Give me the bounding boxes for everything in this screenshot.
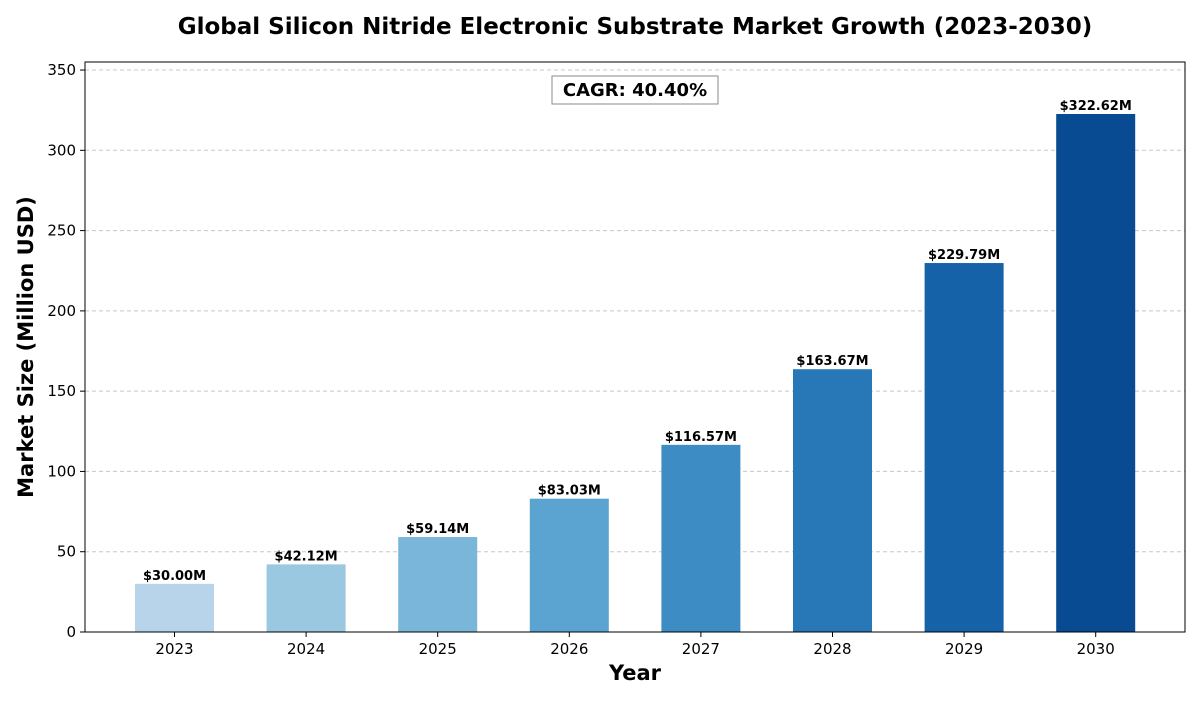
x-tick-label: 2029 — [945, 640, 983, 658]
y-tick-label: 250 — [47, 222, 76, 240]
bar-2027 — [661, 444, 741, 632]
y-tick-label: 0 — [66, 623, 76, 641]
bar-2028 — [793, 369, 872, 632]
y-tick-label: 350 — [47, 61, 76, 79]
grid-lines — [85, 69, 1185, 553]
x-tick-label: 2028 — [813, 640, 851, 658]
y-axis-title: Market Size (Million USD) — [14, 196, 38, 498]
x-tick-label: 2027 — [682, 640, 720, 658]
bar-value-label: $116.57M — [665, 430, 737, 445]
x-tick-label: 2023 — [155, 640, 193, 658]
x-tick-label: 2024 — [287, 640, 325, 658]
cagr-label: CAGR: 40.40% — [563, 80, 707, 101]
bar-value-label: $322.62M — [1060, 99, 1132, 114]
x-axis-ticks: 2023 2024 2025 2026 2027 2028 2029 2030 — [155, 632, 1115, 658]
bar-value-label: $30.00M — [143, 569, 206, 584]
bar-2030 — [1056, 113, 1136, 633]
y-axis-ticks: 0 50 100 150 200 250 300 350 — [47, 61, 85, 641]
bars — [135, 113, 1136, 633]
bar-2026 — [529, 498, 609, 632]
x-tick-label: 2026 — [550, 640, 588, 658]
bar-2023 — [135, 583, 214, 632]
cagr-annotation: CAGR: 40.40% — [551, 75, 719, 105]
bar-value-label: $83.03M — [538, 484, 601, 499]
y-tick-label: 200 — [47, 302, 76, 320]
bar-value-label: $42.12M — [275, 549, 338, 564]
cagr-box — [551, 75, 719, 105]
bar-value-label: $59.14M — [406, 522, 469, 537]
bar-2029 — [924, 263, 1004, 632]
bar-2024 — [266, 564, 346, 632]
bar-value-label: $163.67M — [796, 354, 868, 369]
bar-value-label: $229.79M — [928, 248, 1000, 263]
y-tick-label: 300 — [47, 141, 76, 159]
bar-2025 — [398, 537, 478, 632]
y-tick-label: 150 — [47, 382, 76, 400]
x-tick-label: 2030 — [1077, 640, 1115, 658]
x-axis-title: Year — [608, 661, 662, 685]
chart-title: Global Silicon Nitride Electronic Substr… — [178, 14, 1093, 40]
bar-value-labels: $30.00M $42.12M $59.14M $83.03M $116.57M $163… — [143, 99, 1132, 584]
plot-frame — [84, 61, 1186, 633]
x-tick-label: 2025 — [419, 640, 457, 658]
y-tick-label: 100 — [47, 462, 76, 480]
y-tick-label: 50 — [57, 543, 76, 561]
